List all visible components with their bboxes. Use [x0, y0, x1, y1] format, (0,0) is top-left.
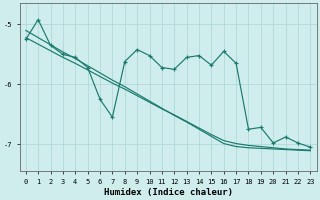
X-axis label: Humidex (Indice chaleur): Humidex (Indice chaleur) [104, 188, 233, 197]
